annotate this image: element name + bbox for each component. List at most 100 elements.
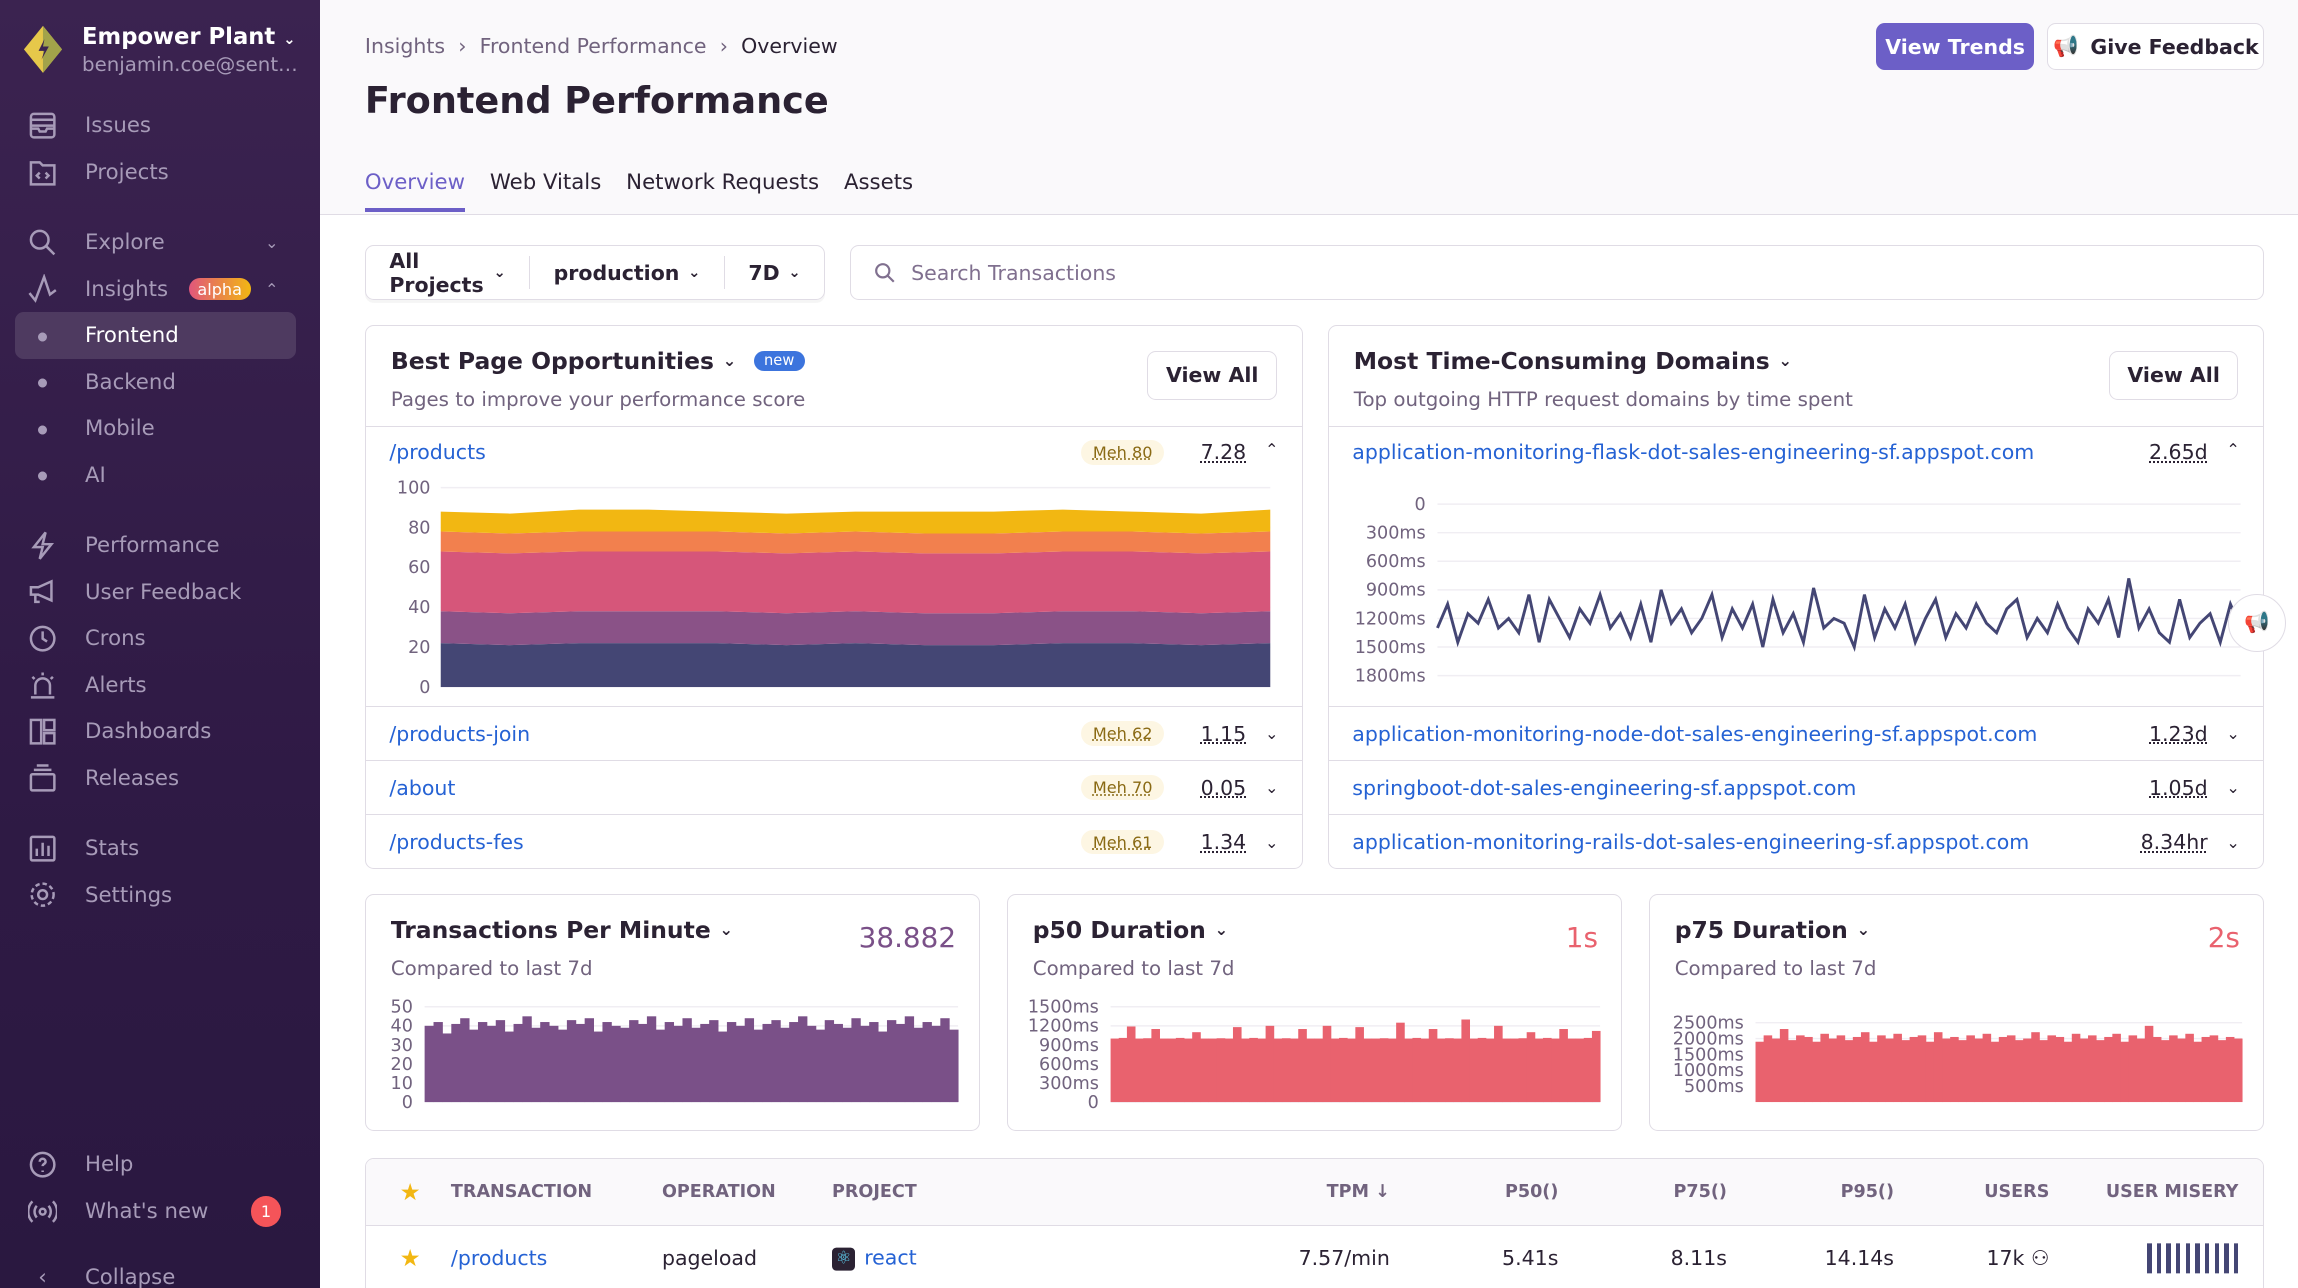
col-tpm[interactable]: TPM ↓	[1327, 1182, 1390, 1202]
area-series-4	[440, 509, 1271, 534]
date-filter[interactable]: 7D ⌄	[725, 256, 824, 288]
search-input[interactable]: Search Transactions	[850, 244, 2265, 301]
chevron-down-icon[interactable]: ⌄	[1778, 351, 1793, 371]
sidebar-item-ai[interactable]: ● AI	[15, 452, 296, 499]
col-operation[interactable]: OPERATION	[661, 1182, 776, 1203]
bar	[815, 1029, 826, 1102]
chevron-down-icon[interactable]: ⌄	[2226, 724, 2240, 744]
sidebar-collapse-button[interactable]: ‹ Collapse	[15, 1254, 296, 1288]
sidebar-item-settings[interactable]: Settings	[15, 872, 296, 919]
page-link[interactable]: /about	[389, 775, 456, 800]
org-switcher[interactable]: Empower Plant ⌄ benjamin.coe@sent…	[21, 23, 298, 76]
chevron-down-icon[interactable]: ⌄	[719, 920, 734, 940]
list-item[interactable]: application-monitoring-rails-dot-sales-e…	[1328, 814, 2264, 868]
tab-network-requests[interactable]: Network Requests	[626, 170, 820, 195]
sidebar-item-crons[interactable]: Crons	[15, 615, 296, 662]
bar	[1493, 1025, 1503, 1102]
card-title: Best Page Opportunities	[390, 346, 714, 375]
chevron-down-icon[interactable]: ⌄	[1264, 832, 1279, 852]
page-link[interactable]: /products-join	[389, 721, 531, 746]
sidebar-item-frontend[interactable]: ● Frontend	[14, 312, 297, 359]
domain-link[interactable]: application-monitoring-rails-dot-sales-e…	[1352, 830, 2030, 854]
bar	[1151, 1028, 1160, 1102]
sidebar-item-backend[interactable]: ● Backend	[15, 359, 296, 406]
line-chart: 0 300ms 600ms 900ms 1200ms 1500ms 1800ms	[1355, 495, 2242, 686]
notification-badge: 1	[250, 1196, 282, 1227]
page-link[interactable]: /products-fes	[389, 830, 524, 854]
tab-web-vitals[interactable]: Web Vitals	[489, 170, 602, 195]
y-tick-label: 1200ms	[1028, 1016, 1099, 1036]
give-feedback-label: Give Feedback	[2090, 34, 2259, 59]
opportunity-score: 7.28	[1200, 440, 1247, 465]
chevron-down-icon[interactable]: ⌄	[1214, 920, 1229, 940]
bar	[1183, 1038, 1193, 1102]
tab-assets[interactable]: Assets	[843, 170, 914, 195]
chevron-down-icon: ⌄	[493, 264, 506, 282]
page-link[interactable]: /products	[389, 440, 486, 465]
sidebar-item-performance[interactable]: Performance	[15, 522, 296, 569]
bar	[1771, 1038, 1781, 1102]
bar	[513, 1023, 523, 1102]
col-transaction[interactable]: TRANSACTION	[450, 1182, 593, 1203]
bar	[806, 1025, 817, 1102]
table-row[interactable]: ★ /products pageload ⚛ react 7.57/min 5.4…	[366, 1226, 2263, 1288]
chevron-down-icon[interactable]: ⌄	[722, 351, 737, 371]
sidebar-item-whats-new[interactable]: What's new 1	[15, 1188, 296, 1235]
breadcrumb-frontend-performance[interactable]: Frontend Performance	[479, 33, 707, 58]
star-icon[interactable]: ★	[399, 1178, 421, 1207]
chevron-down-icon[interactable]: ⌄	[1264, 778, 1279, 798]
tab-overview[interactable]: Overview	[364, 170, 465, 213]
project-link[interactable]: ⚛ react	[831, 1246, 917, 1271]
chevron-down-icon[interactable]: ⌄	[2226, 832, 2240, 852]
sidebar-item-stats[interactable]: Stats	[15, 825, 296, 872]
col-users[interactable]: USERS	[1984, 1182, 2050, 1203]
y-tick-label: 80	[408, 518, 430, 538]
give-feedback-button[interactable]: 📢 Give Feedback	[2047, 23, 2265, 71]
chevron-down-icon[interactable]: ⌄	[1856, 920, 1871, 940]
folder-code-icon	[26, 156, 58, 188]
sidebar-item-mobile[interactable]: ● Mobile	[15, 406, 296, 453]
bar	[1542, 1037, 1552, 1102]
project-filter[interactable]: All Projects ⌄	[366, 249, 531, 297]
list-item[interactable]: /products-join Meh 62 1.15 ⌄	[365, 705, 1302, 760]
star-icon[interactable]: ★	[399, 1244, 421, 1273]
bar	[869, 1021, 879, 1102]
sidebar-item-help[interactable]: Help	[15, 1142, 296, 1189]
transaction-link[interactable]: /products	[450, 1246, 548, 1271]
domain-link[interactable]: application-monitoring-flask-dot-sales-e…	[1352, 440, 2035, 465]
environment-filter[interactable]: production ⌄	[530, 256, 725, 289]
feedback-fab[interactable]: 📢	[2227, 593, 2287, 653]
sidebar-item-alerts[interactable]: Alerts	[15, 662, 296, 709]
sidebar-item-insights[interactable]: Insights alpha ⌃	[15, 266, 296, 313]
domain-link[interactable]: application-monitoring-node-dot-sales-en…	[1352, 721, 2038, 746]
breadcrumb-insights[interactable]: Insights	[364, 33, 446, 58]
lightning-icon	[26, 529, 58, 561]
sidebar-item-issues[interactable]: Issues	[15, 103, 296, 150]
col-user-misery[interactable]: USER MISERY	[2105, 1182, 2239, 1203]
list-item[interactable]: application-monitoring-flask-dot-sales-e…	[1328, 426, 2264, 704]
chevron-down-icon[interactable]: ⌄	[2226, 778, 2240, 798]
list-item[interactable]: /about Meh 70 0.05 ⌄	[365, 760, 1302, 814]
view-trends-button[interactable]: View Trends	[1875, 23, 2035, 71]
sidebar-item-user-feedback[interactable]: User Feedback	[15, 569, 296, 616]
col-p75[interactable]: P75()	[1673, 1182, 1727, 1203]
list-item[interactable]: application-monitoring-node-dot-sales-en…	[1328, 705, 2264, 760]
list-item[interactable]: springboot-dot-sales-engineering-sf.apps…	[1328, 760, 2264, 814]
view-all-button[interactable]: View All	[1147, 351, 1277, 400]
list-item[interactable]: /products Meh 80 7.28 ⌃	[365, 426, 1302, 704]
bar	[1134, 1038, 1144, 1102]
view-all-button[interactable]: View All	[2108, 351, 2239, 400]
chevron-up-icon[interactable]: ⌃	[1264, 440, 1279, 460]
sidebar-item-releases[interactable]: Releases	[15, 755, 296, 802]
chevron-up-icon[interactable]: ⌃	[2226, 440, 2240, 460]
sidebar-item-explore[interactable]: Explore ⌄	[15, 219, 296, 266]
col-p50[interactable]: P50()	[1504, 1182, 1559, 1203]
chevron-down-icon[interactable]: ⌄	[1264, 724, 1279, 744]
bar	[1330, 1038, 1340, 1102]
sidebar-item-dashboards[interactable]: Dashboards	[15, 709, 296, 756]
col-project[interactable]: PROJECT	[831, 1182, 917, 1203]
domain-link[interactable]: springboot-dot-sales-engineering-sf.apps…	[1352, 775, 1857, 800]
sidebar-item-projects[interactable]: Projects	[15, 149, 296, 196]
list-item[interactable]: /products-fes Meh 61 1.34 ⌄	[365, 814, 1302, 868]
col-p95[interactable]: P95()	[1840, 1182, 1894, 1203]
